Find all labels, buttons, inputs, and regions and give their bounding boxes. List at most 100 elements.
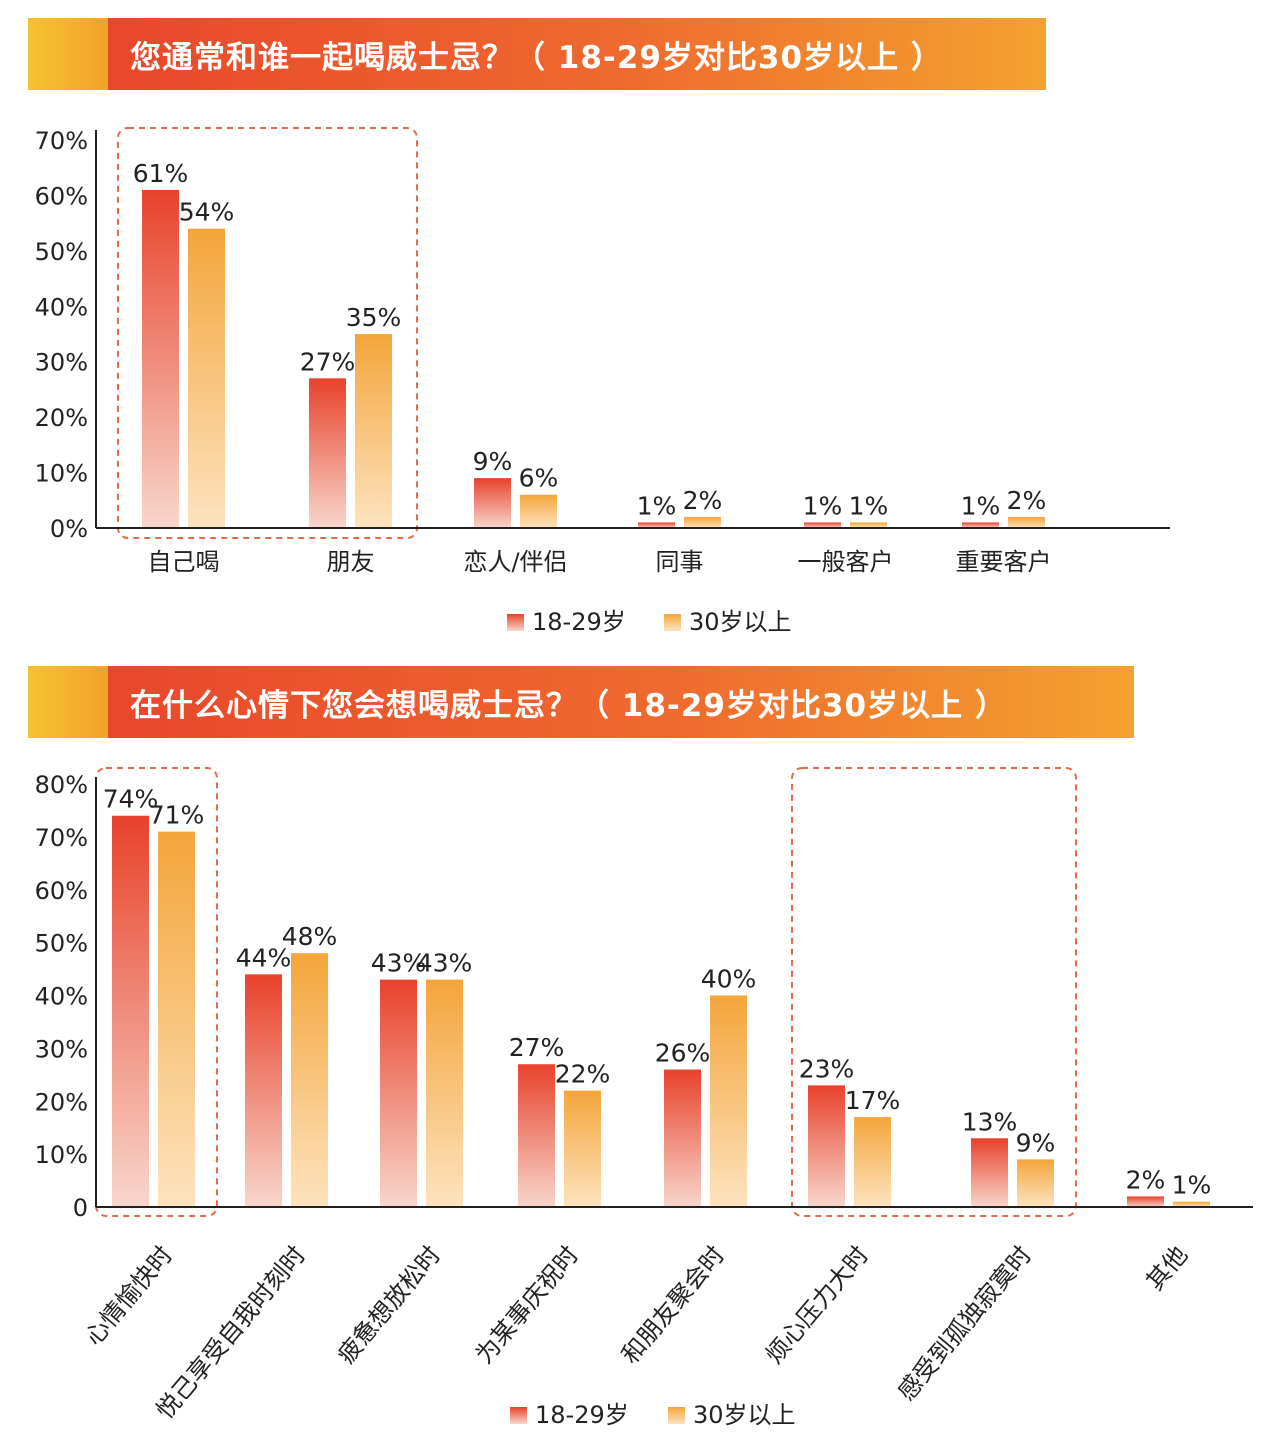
highlight-box xyxy=(791,767,1077,1217)
y-tick-label: 0 xyxy=(73,1194,88,1222)
category-label: 自己喝 xyxy=(148,548,220,576)
category-label: 为某事庆祝时 xyxy=(470,1241,584,1369)
category-label: 感受到孤独寂寞时 xyxy=(892,1241,1037,1406)
legend-label: 30岁以上 xyxy=(693,1401,796,1429)
category-label: 同事 xyxy=(656,548,704,576)
category-label: 悦己享受自我时刻时 xyxy=(151,1241,311,1424)
bar-series2 xyxy=(564,1090,601,1207)
bar-series1 xyxy=(518,1064,555,1207)
category-label: 朋友 xyxy=(327,548,375,576)
banner-accent xyxy=(28,666,108,738)
y-tick-label: 80% xyxy=(35,771,88,799)
bar-series1 xyxy=(309,378,346,528)
highlight-box xyxy=(117,127,418,539)
data-label: 1% xyxy=(1172,1171,1212,1200)
bar-series2 xyxy=(1008,516,1045,528)
y-tick-label: 20% xyxy=(35,1088,88,1116)
banner-accent xyxy=(28,18,108,90)
legend-label: 30岁以上 xyxy=(689,608,792,636)
chart1-title-banner: 您通常和谁一起喝威士忌？（ 18-29岁对比30岁以上 ） xyxy=(28,18,1046,90)
data-label: 43% xyxy=(371,949,427,978)
y-tick-label: 60% xyxy=(35,877,88,905)
highlight-box xyxy=(95,767,218,1217)
legend-swatch xyxy=(510,1407,527,1424)
bar-series2 xyxy=(355,334,392,528)
bar-series2 xyxy=(1173,1201,1210,1207)
y-tick-label: 70% xyxy=(35,127,88,155)
category-label: 烦心压力大时 xyxy=(760,1241,874,1369)
data-label: 71% xyxy=(149,801,205,830)
bar-series1 xyxy=(664,1069,701,1207)
legend-label: 18-29岁 xyxy=(535,1401,629,1429)
data-label: 13% xyxy=(962,1107,1018,1136)
data-label: 1% xyxy=(849,491,889,520)
y-tick-label: 20% xyxy=(35,404,88,432)
bar-series2 xyxy=(188,228,225,528)
chart2-drinking-mood: 0 10% 20% 30% 40% 50% 60% 70% 80% 74% 44% 43% 27% 26%… xyxy=(35,767,1253,1429)
y-tick-label: 10% xyxy=(35,1141,88,1169)
data-label: 9% xyxy=(1016,1128,1056,1157)
data-label: 48% xyxy=(282,922,338,951)
y-tick-label: 60% xyxy=(35,182,88,210)
data-label: 1% xyxy=(637,491,677,520)
chart2-title: 在什么心情下您会想喝威士忌？（ 18-29岁对比30岁以上 ） xyxy=(130,687,1007,724)
y-tick-label: 40% xyxy=(35,293,88,321)
data-label: 2% xyxy=(1126,1165,1166,1194)
category-label: 和朋友聚会时 xyxy=(616,1241,730,1369)
data-label: 44% xyxy=(236,943,292,972)
data-label: 9% xyxy=(473,447,513,476)
category-label: 疲惫想放松时 xyxy=(332,1241,446,1369)
bar-series2 xyxy=(684,516,721,528)
y-tick-label: 30% xyxy=(35,1035,88,1063)
bar-series1 xyxy=(1127,1196,1164,1207)
data-label: 1% xyxy=(803,491,843,520)
bar-series1 xyxy=(142,189,179,528)
bar-series2 xyxy=(158,831,195,1207)
bar-series2 xyxy=(291,953,328,1207)
y-tick-label: 30% xyxy=(35,349,88,377)
category-label: 心情愉快时 xyxy=(80,1241,179,1351)
data-label: 54% xyxy=(179,198,235,227)
chart1-title: 您通常和谁一起喝威士忌？（ 18-29岁对比30岁以上 ） xyxy=(130,39,943,76)
bar-series2 xyxy=(426,979,463,1207)
category-label: 一般客户 xyxy=(798,548,894,576)
banner-bar: 在什么心情下您会想喝威士忌？（ 18-29岁对比30岁以上 ） xyxy=(108,666,1134,738)
chart2-title-banner: 在什么心情下您会想喝威士忌？（ 18-29岁对比30岁以上 ） xyxy=(28,666,1134,738)
data-label: 2% xyxy=(683,486,723,515)
data-label: 43% xyxy=(417,949,473,978)
legend-swatch xyxy=(507,614,524,631)
y-tick-label: 70% xyxy=(35,824,88,852)
category-label: 重要客户 xyxy=(956,548,1052,576)
bar-series1 xyxy=(962,522,999,528)
bar-series2 xyxy=(850,522,887,528)
data-label: 6% xyxy=(519,464,559,493)
data-label: 22% xyxy=(555,1060,611,1089)
data-label: 17% xyxy=(845,1086,901,1115)
data-label: 61% xyxy=(133,159,189,188)
y-tick-label: 40% xyxy=(35,983,88,1011)
category-label: 其他 xyxy=(1141,1241,1193,1296)
y-tick-label: 0% xyxy=(50,515,88,543)
legend-swatch xyxy=(668,1407,685,1424)
bar-series2 xyxy=(710,995,747,1207)
bar-series2 xyxy=(854,1117,891,1207)
legend-label: 18-29岁 xyxy=(532,608,626,636)
bar-series1 xyxy=(808,1085,845,1207)
data-label: 1% xyxy=(961,491,1001,520)
bar-series1 xyxy=(380,979,417,1207)
data-label: 23% xyxy=(799,1054,855,1083)
bar-series1 xyxy=(112,815,149,1207)
chart1-who-drink-with: 0%10%20%30%40%50%60%70%61%27%9%1% 1% 1%54%… xyxy=(35,127,1170,636)
bar-series1 xyxy=(245,974,282,1207)
y-tick-label: 10% xyxy=(35,460,88,488)
bar-series1 xyxy=(638,522,675,528)
data-label: 2% xyxy=(1007,486,1047,515)
bar-series1 xyxy=(474,478,511,528)
data-label: 35% xyxy=(346,303,402,332)
data-label: 27% xyxy=(300,347,356,376)
bar-series2 xyxy=(1017,1159,1054,1207)
category-label: 恋人/伴侣 xyxy=(463,548,567,576)
y-tick-label: 50% xyxy=(35,238,88,266)
bar-series1 xyxy=(971,1138,1008,1207)
bar-series2 xyxy=(520,494,557,528)
